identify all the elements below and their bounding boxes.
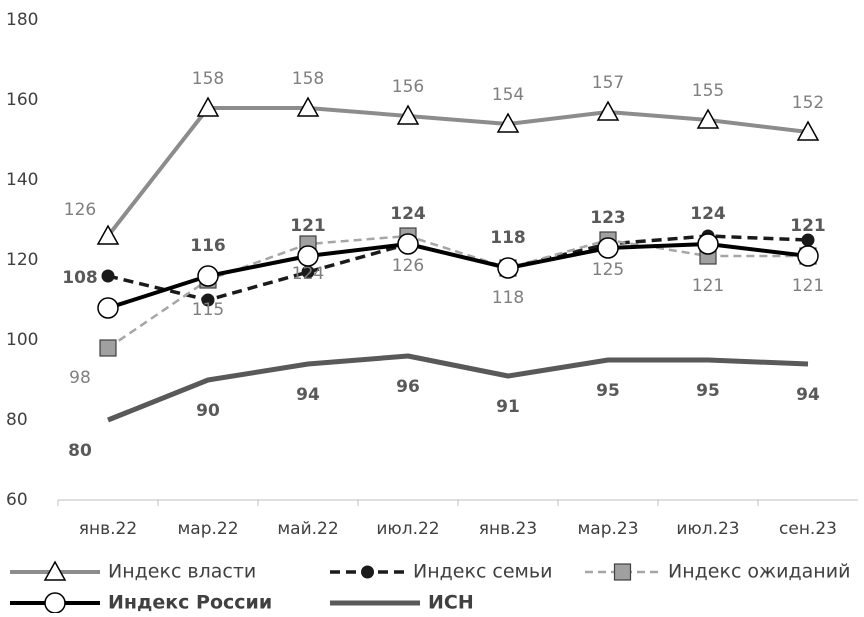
data-label: 158 [192,69,224,89]
data-label: 158 [292,69,324,89]
data-label: 121 [692,276,724,296]
series: 108 116 121 124 118 123 124 121 [62,204,826,319]
x-tick-label: июл.23 [676,519,739,539]
data-label: 91 [496,397,520,417]
y-tick-label: 100 [6,330,38,350]
marker [796,120,820,141]
data-label: 80 [68,441,92,461]
data-label: 118 [492,288,524,308]
marker [44,592,66,614]
data-label: 121 [790,216,826,236]
y-tick-label: 140 [6,170,38,190]
marker [361,565,374,579]
marker [397,233,419,255]
marker [296,96,320,117]
marker [801,233,815,247]
data-label: 121 [792,276,824,296]
data-label: 115 [192,300,224,320]
y-tick-label: 60 [6,490,28,510]
data-label: 124 [690,204,726,224]
marker [99,339,117,357]
legend-label: Индекс семьи [413,561,552,583]
x-tick-label: июл.22 [376,519,439,539]
data-label: 156 [392,77,424,97]
marker [97,297,119,319]
marker [697,233,719,255]
marker [497,257,519,279]
data-label: 123 [590,208,626,228]
series: 126 158 158 156 154 157 155 152 [64,69,824,245]
legend-label: Индекс власти [108,561,256,583]
y-tick-label: 120 [6,250,38,270]
x-tick-label: янв.23 [479,519,537,539]
data-label: 94 [796,385,820,405]
data-label: 124 [390,204,426,224]
data-label: 95 [596,381,620,401]
marker [201,293,215,307]
series: 80 90 94 96 91 95 95 94 [68,353,820,461]
data-label: 108 [62,268,98,288]
legend-item: Индекс России [10,592,272,614]
marker [43,560,67,581]
marker [613,563,632,581]
legend-label: Индекс России [108,592,272,614]
x-tick-label: май.22 [277,519,338,539]
marker [496,112,520,133]
x-tick-label: мар.23 [577,519,638,539]
marker [596,100,620,121]
line [107,242,809,310]
x-tick-label: мар.22 [177,519,238,539]
marker [96,224,120,245]
data-label: 90 [196,401,220,421]
marker [197,265,219,287]
legend-item: Индекс власти [10,560,256,583]
legend-item: ИСН [330,592,474,614]
line [106,106,809,238]
marker [597,237,619,259]
line [107,234,808,350]
data-label: 155 [692,81,724,101]
marker [797,245,819,267]
data-label: 126 [64,200,96,220]
y-tick-label: 80 [6,410,28,430]
line [107,353,809,423]
data-label: 116 [190,236,226,256]
data-label: 125 [592,260,624,280]
marker [396,104,420,125]
y-tick-label: 160 [6,90,38,110]
data-label: 118 [490,228,526,248]
data-label: 154 [492,85,524,105]
marker [297,245,319,267]
data-label: 157 [592,73,624,93]
data-label: 121 [290,216,326,236]
y-tick-label: 180 [6,10,38,30]
legend-item: Индекс ожиданий [585,561,850,583]
marker [696,108,720,129]
data-label: 98 [69,368,91,388]
marker [196,96,220,117]
data-label: 95 [696,381,720,401]
data-label: 94 [296,385,320,405]
data-label: 152 [792,93,824,113]
data-label: 124 [292,264,324,284]
marker [301,265,315,279]
legend-label: Индекс ожиданий [668,561,850,583]
x-tick-label: сен.23 [779,519,837,539]
data-label: 96 [396,377,420,397]
marker [101,269,115,283]
data-label: 126 [392,256,424,276]
x-tick-label: янв.22 [79,519,137,539]
legend-label: ИСН [428,592,474,614]
legend-item: Индекс семьи [330,561,552,583]
